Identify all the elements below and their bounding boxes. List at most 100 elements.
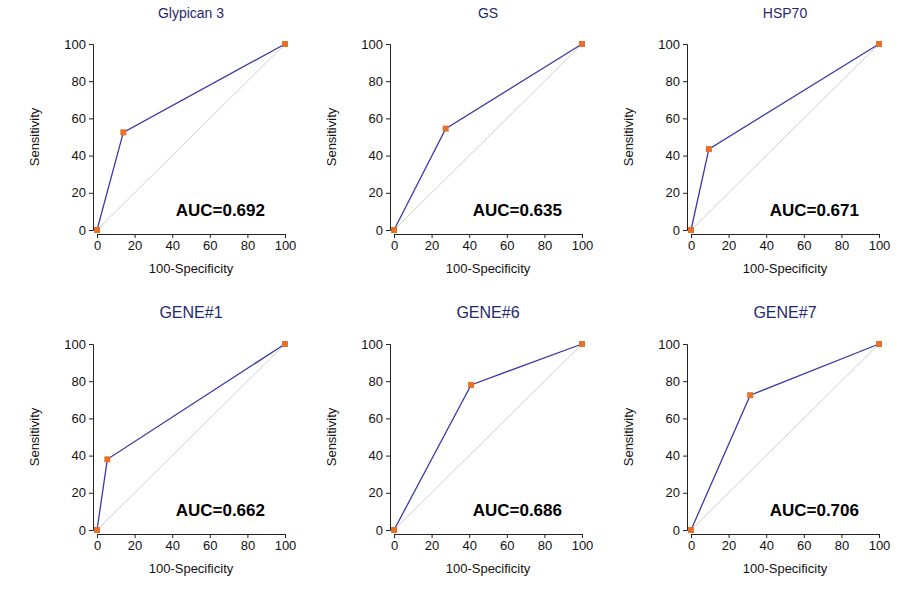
tick-label: 80 xyxy=(241,238,255,253)
tick: 20 xyxy=(72,185,93,200)
tick-label: 40 xyxy=(165,238,179,253)
tick: 40 xyxy=(462,534,476,553)
tick-mark xyxy=(386,81,390,82)
y-axis-title: Sensitivity xyxy=(27,107,42,166)
roc-line xyxy=(97,344,285,530)
square-marker xyxy=(579,341,585,347)
y-axis-title: Sensitivity xyxy=(621,407,636,466)
tick-label: 40 xyxy=(462,538,476,553)
tick: 40 xyxy=(165,234,179,253)
annotation: AUC=0.635 xyxy=(473,201,562,220)
square-marker xyxy=(747,392,753,398)
tick: 60 xyxy=(72,111,93,126)
x-axis: 020406080100 xyxy=(688,234,890,253)
tick-label: 20 xyxy=(128,238,142,253)
panel: 020406080100020406080100GENE#1100-Specif… xyxy=(27,304,296,576)
tick: 80 xyxy=(666,74,687,89)
tick-mark xyxy=(89,493,93,494)
tick: 60 xyxy=(369,111,390,126)
tick-label: 0 xyxy=(688,538,695,553)
tick: 80 xyxy=(241,534,255,553)
x-axis: 020406080100 xyxy=(391,534,593,553)
axis-line xyxy=(386,345,391,531)
tick-mark xyxy=(683,493,687,494)
tick: 0 xyxy=(673,523,687,538)
axis-line xyxy=(89,345,94,531)
tick-mark xyxy=(89,81,93,82)
tick-mark xyxy=(386,44,390,45)
tick-label: 60 xyxy=(369,111,383,126)
tick: 40 xyxy=(72,448,93,463)
plot-area xyxy=(391,41,585,233)
tick: 80 xyxy=(835,534,849,553)
square-marker xyxy=(94,527,100,533)
tick-mark xyxy=(386,381,390,382)
reference-line xyxy=(691,44,879,230)
tick-label: 0 xyxy=(673,523,680,538)
tick: 60 xyxy=(666,111,687,126)
tick-label: 60 xyxy=(666,411,680,426)
tick: 0 xyxy=(391,234,398,253)
tick: 100 xyxy=(64,37,93,52)
tick-label: 40 xyxy=(72,448,86,463)
square-marker xyxy=(443,126,449,132)
tick-label: 100 xyxy=(658,337,680,352)
annotation: AUC=0.671 xyxy=(770,201,859,220)
tick-label: 60 xyxy=(797,538,811,553)
annotation: AUC=0.706 xyxy=(770,501,859,520)
tick: 60 xyxy=(500,234,514,253)
x-axis: 020406080100 xyxy=(94,534,296,553)
tick: 60 xyxy=(203,534,217,553)
tick: 60 xyxy=(203,234,217,253)
tick: 0 xyxy=(391,534,398,553)
tick-label: 0 xyxy=(376,223,383,238)
x-axis-title: 100-Specificity xyxy=(743,261,828,276)
square-marker xyxy=(104,456,110,462)
tick: 20 xyxy=(722,534,736,553)
tick: 80 xyxy=(241,234,255,253)
tick-label: 40 xyxy=(666,448,680,463)
tick-label: 0 xyxy=(79,223,86,238)
chart-title: GENE#1 xyxy=(159,304,222,321)
tick: 80 xyxy=(835,234,849,253)
tick-label: 80 xyxy=(72,374,86,389)
tick-mark xyxy=(89,418,93,419)
tick-mark xyxy=(683,530,687,531)
roc-line xyxy=(394,44,582,230)
tick-label: 0 xyxy=(79,523,86,538)
tick-mark xyxy=(89,381,93,382)
tick: 0 xyxy=(376,223,390,238)
tick: 60 xyxy=(797,534,811,553)
tick: 40 xyxy=(666,148,687,163)
tick-label: 60 xyxy=(72,411,86,426)
tick-mark xyxy=(683,81,687,82)
y-axis: 020406080100 xyxy=(658,37,687,238)
tick-mark xyxy=(386,456,390,457)
tick-mark xyxy=(89,230,93,231)
tick-label: 60 xyxy=(666,111,680,126)
tick: 100 xyxy=(361,37,390,52)
annotation: AUC=0.692 xyxy=(176,201,265,220)
x-axis-title: 100-Specificity xyxy=(446,561,531,576)
tick: 100 xyxy=(869,534,891,553)
tick-label: 60 xyxy=(500,238,514,253)
y-axis: 020406080100 xyxy=(64,37,93,238)
square-marker xyxy=(706,146,712,152)
tick: 20 xyxy=(128,234,142,253)
tick: 0 xyxy=(79,223,93,238)
tick: 0 xyxy=(94,534,101,553)
tick-label: 100 xyxy=(869,238,891,253)
y-axis: 020406080100 xyxy=(361,37,390,238)
axis-line xyxy=(386,45,391,231)
tick-label: 0 xyxy=(94,538,101,553)
tick-label: 80 xyxy=(369,74,383,89)
tick-mark xyxy=(683,44,687,45)
tick: 80 xyxy=(72,374,93,389)
y-axis: 020406080100 xyxy=(658,337,687,538)
tick-label: 100 xyxy=(869,538,891,553)
chart-title: GENE#7 xyxy=(753,304,816,321)
x-axis-title: 100-Specificity xyxy=(743,561,828,576)
tick-label: 60 xyxy=(797,238,811,253)
tick-label: 60 xyxy=(203,238,217,253)
tick-mark xyxy=(386,493,390,494)
